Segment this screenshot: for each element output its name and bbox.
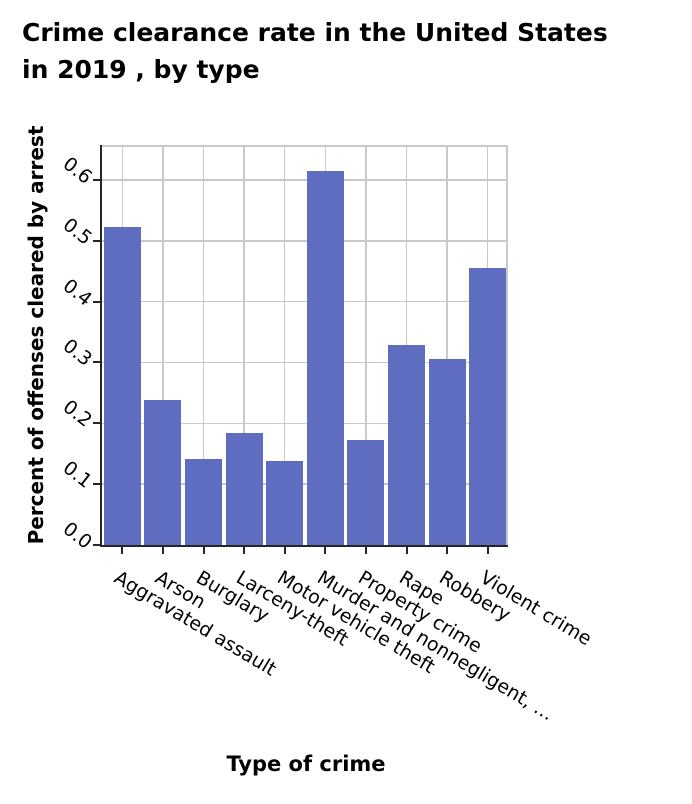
y-tick-mark <box>93 483 100 486</box>
right-spine <box>506 145 508 545</box>
y-tick-mark <box>93 239 100 242</box>
v-gridline <box>162 145 164 545</box>
h-gridline <box>102 483 508 485</box>
bar-motor-vehicle-theft <box>266 461 304 545</box>
v-gridline <box>202 145 205 545</box>
bar-burglary <box>185 459 222 545</box>
bar-violent-crime <box>469 268 507 545</box>
chart-title: Crime clearance rate in the United State… <box>22 14 608 88</box>
x-tick-mark <box>243 547 246 554</box>
h-gridline <box>102 240 508 242</box>
v-gridline <box>283 145 286 545</box>
x-tick-mark <box>161 547 164 554</box>
x-tick-mark <box>121 547 124 554</box>
chart-title-line2: in 2019 , by type <box>22 55 260 84</box>
plot-area <box>102 145 508 545</box>
y-tick-mark <box>93 178 100 181</box>
y-tick-mark <box>93 361 100 364</box>
y-tick-mark <box>93 422 100 425</box>
x-tick-mark <box>202 547 205 554</box>
bottom-axis-spine <box>100 545 508 547</box>
x-tick-mark <box>486 547 489 554</box>
y-tick-mark <box>93 300 100 303</box>
h-gridline <box>102 179 508 181</box>
bar-robbery <box>428 359 466 545</box>
bar-property-crime <box>347 440 385 545</box>
x-tick-mark <box>446 547 449 554</box>
h-gridline <box>102 300 508 303</box>
top-spine <box>102 145 508 147</box>
x-tick-mark <box>324 547 327 554</box>
x-tick-mark <box>364 547 367 554</box>
chart-title-line1: Crime clearance rate in the United State… <box>22 18 608 47</box>
bar-larceny-theft <box>225 433 263 545</box>
y-tick-mark <box>93 544 100 546</box>
bar-arson <box>144 400 182 545</box>
v-gridline <box>365 145 367 545</box>
h-gridline <box>102 422 508 425</box>
x-tick-mark <box>405 547 408 554</box>
h-gridline <box>102 361 508 364</box>
left-axis-spine <box>100 145 102 547</box>
v-gridline <box>243 145 245 545</box>
bar-aggravated-assault <box>103 226 141 545</box>
bar-murder-and-nonnegligent <box>306 171 344 545</box>
bar-rape <box>388 344 425 545</box>
x-tick-mark <box>283 547 286 554</box>
v-gridline <box>446 145 448 545</box>
